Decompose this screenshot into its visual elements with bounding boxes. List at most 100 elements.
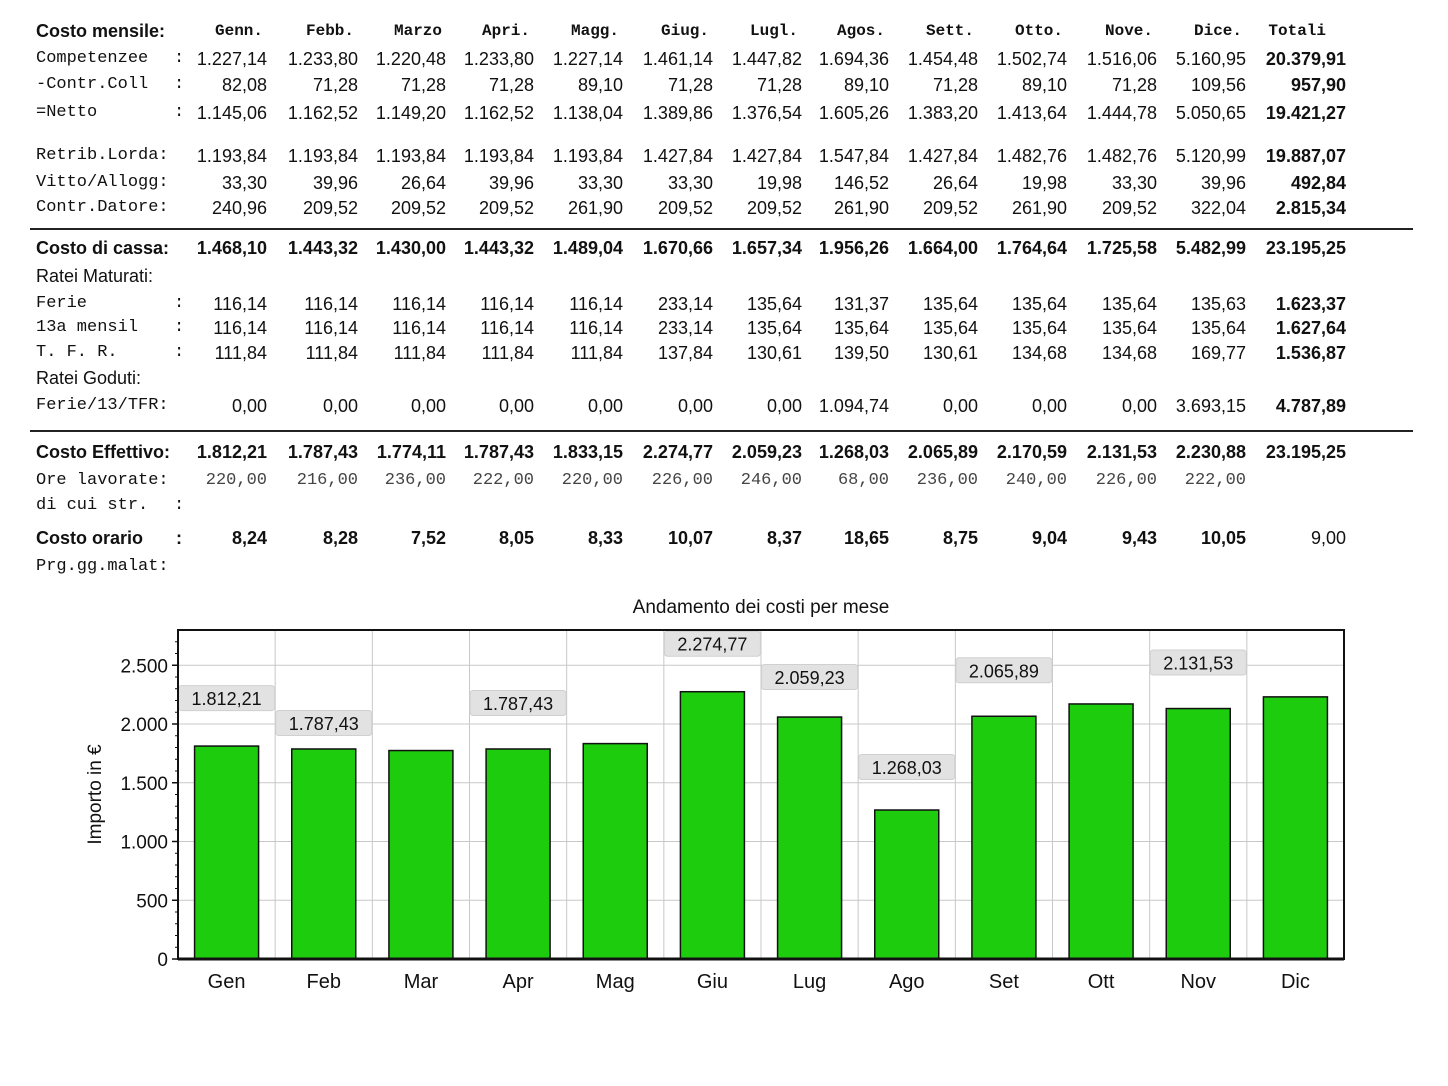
cell-value: 39,96 (488, 173, 534, 193)
row-colon: : (174, 103, 185, 122)
cell-value: 8,24 (231, 528, 267, 548)
cell-value: 209,52 (922, 198, 978, 218)
table-row: 13a mensil: 116,14 116,14 116,14 116,14 116,1… (0, 316, 1448, 340)
y-tick-label: 2.000 (120, 715, 168, 736)
table-row: Costo di cassa: 1.468,10 1.443,32 1.430,00 1… (0, 236, 1448, 260)
cell-value: 1.233,80 (463, 49, 534, 69)
cell-value: 130,61 (922, 343, 978, 363)
row-colon: : (174, 75, 185, 94)
cell-value: 135,64 (1190, 318, 1246, 338)
cell-value: 1.774,11 (376, 442, 446, 462)
month-header: Agos. (836, 22, 885, 40)
data-label: 2.065,89 (969, 661, 1039, 681)
cell-value: 1.489,04 (552, 238, 623, 258)
bar-apr (485, 748, 551, 960)
cell-value: 233,14 (657, 318, 713, 338)
cell-value: 116,14 (480, 294, 534, 314)
bar-ago (874, 809, 940, 960)
row-total: 19.887,07 (1265, 146, 1346, 166)
cell-value: 1.444,78 (1086, 103, 1157, 123)
month-header: Otto. (1014, 22, 1063, 40)
cell-value: 1.233,80 (287, 49, 358, 69)
row-label: di cui str. (36, 496, 149, 515)
data-label-box (1149, 649, 1247, 676)
cell-value: 1.443,32 (287, 238, 358, 258)
total-header: Totali (1268, 22, 1326, 40)
cell-value: 226,00 (1095, 471, 1157, 490)
y-tick-label: 1.500 (120, 774, 168, 795)
cell-value: 116,14 (392, 318, 446, 338)
table-row: Ore lavorate: 220,00 216,00 236,00 222,00 220… (0, 469, 1448, 493)
cell-value: 1.605,26 (818, 103, 889, 123)
row-total: 1.536,87 (1275, 343, 1346, 363)
cell-value: 89,10 (1021, 75, 1067, 95)
x-tick-label: Set (989, 971, 1019, 993)
cell-value: 1.193,84 (196, 146, 267, 166)
cell-value: 2.170,59 (996, 442, 1067, 462)
cell-value: 2.131,53 (1086, 442, 1157, 462)
cell-value: 135,64 (1101, 318, 1157, 338)
cell-value: 5.160,95 (1175, 49, 1246, 69)
row-total: 4.787,89 (1275, 396, 1346, 416)
table-row: Vitto/Allogg: 33,30 39,96 26,64 39,96 33,30 33… (0, 171, 1448, 195)
table-row: Prg.gg.malat: (0, 555, 1448, 579)
month-header: Apri. (481, 22, 530, 40)
month-header: Magg. (570, 22, 619, 40)
table-row: Costo Effettivo: 1.812,21 1.787,43 1.774,11… (0, 440, 1448, 464)
cell-value: 322,04 (1190, 198, 1246, 218)
row-label: Ratei Maturati: (36, 266, 154, 286)
table-row: Ratei Goduti: (0, 366, 1448, 390)
cell-value: 209,52 (390, 198, 446, 218)
cell-value: 226,00 (651, 471, 713, 490)
month-header: Marzo (393, 22, 442, 40)
row-label: Costo di cassa: (36, 238, 170, 258)
table-row: Competenzee:1.227,14 1.233,80 1.220,48 1.23… (0, 47, 1448, 71)
cell-value: 89,10 (843, 75, 889, 95)
bar-mar (388, 749, 454, 960)
cell-value: 3.693,15 (1175, 396, 1246, 416)
cell-value: 209,52 (1101, 198, 1157, 218)
cell-value: 1.787,43 (463, 442, 534, 462)
cell-value: 111,84 (305, 343, 358, 363)
cell-value: 71,28 (1111, 75, 1157, 95)
cell-value: 8,75 (942, 528, 978, 548)
cell-value: 222,00 (472, 471, 534, 490)
cell-value: 135,64 (746, 318, 802, 338)
bar-gen (193, 745, 260, 960)
row-label: 13a mensil (36, 318, 139, 337)
row-total: 1.627,64 (1275, 318, 1346, 338)
cell-value: 8,05 (498, 528, 534, 548)
row-label: Contr.Datore: (36, 198, 169, 217)
x-tick-label: Ago (889, 971, 925, 993)
cell-value: 261,90 (833, 198, 889, 218)
cell-value: 1.227,14 (552, 49, 623, 69)
cell-value: 135,63 (1190, 294, 1246, 314)
cell-value: 2.059,23 (731, 442, 802, 462)
cell-value: 135,64 (833, 318, 889, 338)
table-row: Contr.Datore: 240,96 209,52 209,52 209,52 261… (0, 196, 1448, 220)
cell-value: 134,68 (1101, 343, 1157, 363)
cell-value: 1.193,84 (287, 146, 358, 166)
cell-value: 111,84 (481, 343, 534, 363)
cell-value: 1.094,74 (818, 396, 889, 416)
cell-value: 5.120,99 (1175, 146, 1246, 166)
cell-value: 116,14 (392, 294, 446, 314)
cell-value: 1.145,06 (196, 103, 267, 123)
cell-value: 1.227,14 (196, 49, 267, 69)
cell-value: 10,05 (1200, 528, 1246, 548)
cell-value: 1.468,10 (196, 238, 267, 258)
row-label: Ore lavorate: (36, 471, 169, 490)
cell-value: 134,68 (1011, 343, 1067, 363)
cell-value: 135,64 (1101, 294, 1157, 314)
cell-value: 135,64 (922, 318, 978, 338)
row-label: Ratei Goduti: (36, 368, 142, 388)
cell-value: 0,00 (677, 396, 713, 416)
cell-value: 0,00 (231, 396, 267, 416)
cell-value: 116,14 (569, 294, 623, 314)
cell-value: 1.664,00 (907, 238, 978, 258)
cell-value: 135,64 (746, 294, 802, 314)
x-tick-label: Nov (1180, 971, 1216, 993)
cell-value: 131,37 (833, 294, 889, 314)
cell-value: 240,00 (1005, 471, 1067, 490)
bar-dic (1262, 696, 1329, 960)
